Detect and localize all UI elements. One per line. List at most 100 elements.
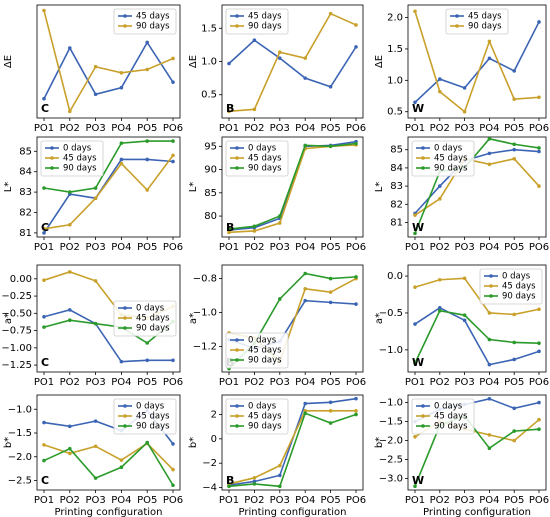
point bbox=[413, 435, 417, 439]
x-tick-label: PO5 bbox=[504, 495, 524, 506]
legend-marker bbox=[489, 294, 493, 298]
point bbox=[278, 50, 282, 54]
legend-label: 0 days bbox=[248, 144, 277, 154]
x-tick-label: PO1 bbox=[219, 377, 239, 388]
point bbox=[145, 188, 149, 192]
point bbox=[328, 421, 333, 425]
legend-label: 45 days bbox=[434, 154, 468, 164]
series-line bbox=[414, 277, 540, 316]
panel-letter: W bbox=[412, 356, 424, 369]
point bbox=[93, 444, 98, 449]
x-tick-label: PO4 bbox=[111, 242, 131, 253]
point bbox=[93, 186, 98, 190]
point bbox=[42, 278, 46, 282]
legend-label: 45 days bbox=[136, 314, 170, 324]
point bbox=[462, 276, 467, 281]
point bbox=[537, 427, 541, 432]
y-tick-label: 80 bbox=[204, 211, 217, 222]
point bbox=[512, 340, 516, 345]
y-tick-label: −1.5 bbox=[379, 417, 403, 428]
point bbox=[438, 308, 442, 313]
point bbox=[537, 307, 541, 312]
point bbox=[328, 300, 333, 305]
point bbox=[462, 313, 467, 317]
plot-frame bbox=[407, 4, 547, 119]
x-tick-label: PO2 bbox=[60, 242, 80, 253]
x-tick-label: PO6 bbox=[346, 495, 366, 506]
point bbox=[278, 473, 282, 478]
panel: 0.0 −0.5 −1.0 PO1 PO2 PO3 PO4 PO5 PO6 a* W 0 days45… bbox=[374, 264, 549, 388]
legend-marker bbox=[489, 274, 493, 278]
series-line bbox=[414, 148, 540, 214]
plot-frame bbox=[407, 264, 547, 373]
legend-marker bbox=[123, 316, 127, 320]
panel-letter: W bbox=[412, 102, 424, 115]
x-tick-label: PO2 bbox=[244, 377, 264, 388]
point bbox=[278, 463, 282, 468]
y-axis-label: L* bbox=[188, 182, 199, 193]
y-tick-label: 2 bbox=[211, 409, 217, 420]
series-line bbox=[43, 140, 173, 193]
point bbox=[438, 89, 442, 94]
point bbox=[303, 401, 308, 406]
point bbox=[328, 144, 333, 149]
y-axis-label: a* bbox=[3, 313, 14, 324]
y-tick-label: −4 bbox=[202, 483, 217, 494]
panel-letter: C bbox=[41, 356, 49, 369]
point bbox=[354, 275, 358, 279]
x-tick-label: PO4 bbox=[295, 242, 315, 253]
legend-label: 90 days bbox=[136, 422, 170, 432]
point bbox=[512, 157, 516, 161]
legend-label: 45 days bbox=[468, 12, 502, 22]
point bbox=[487, 151, 492, 156]
legend-marker bbox=[421, 166, 425, 170]
panel-letter: B bbox=[226, 221, 234, 234]
legend-label: 0 days bbox=[63, 144, 92, 154]
series-line bbox=[43, 309, 173, 363]
y-tick-label: 82 bbox=[19, 208, 32, 219]
point bbox=[171, 139, 175, 143]
series-line bbox=[43, 40, 174, 100]
point bbox=[537, 341, 541, 346]
x-tick-label: PO3 bbox=[85, 377, 105, 388]
point bbox=[487, 311, 492, 315]
x-tick-label: PO3 bbox=[85, 242, 105, 253]
legend-label: 90 days bbox=[136, 324, 170, 334]
point bbox=[278, 56, 282, 60]
point bbox=[512, 438, 516, 443]
legend-label: 90 days bbox=[434, 164, 468, 174]
x-tick-label: PO6 bbox=[163, 242, 183, 253]
y-tick-label: −3.0 bbox=[379, 474, 403, 485]
x-tick-label: PO6 bbox=[163, 123, 183, 134]
point bbox=[512, 142, 516, 147]
series-line bbox=[43, 441, 174, 486]
point bbox=[145, 341, 149, 345]
point bbox=[303, 298, 308, 303]
point bbox=[328, 84, 333, 89]
point bbox=[354, 45, 358, 49]
point bbox=[413, 9, 417, 14]
series-line bbox=[414, 11, 540, 114]
y-tick-label: 83 bbox=[19, 187, 32, 198]
x-tick-label: PO5 bbox=[320, 242, 340, 253]
x-tick-label: PO4 bbox=[295, 495, 315, 506]
y-axis-label: a* bbox=[374, 313, 385, 324]
x-tick-label: PO5 bbox=[137, 377, 157, 388]
point bbox=[252, 107, 257, 112]
point bbox=[462, 109, 467, 114]
y-tick-label: −2.5 bbox=[379, 455, 403, 466]
point bbox=[252, 476, 257, 480]
point bbox=[171, 153, 175, 158]
legend-label: 0 days bbox=[248, 336, 277, 346]
y-tick-label: −2.5 bbox=[8, 476, 32, 487]
x-tick-label: PO3 bbox=[85, 495, 105, 506]
point bbox=[278, 221, 282, 225]
point bbox=[227, 230, 231, 235]
point bbox=[68, 46, 72, 50]
